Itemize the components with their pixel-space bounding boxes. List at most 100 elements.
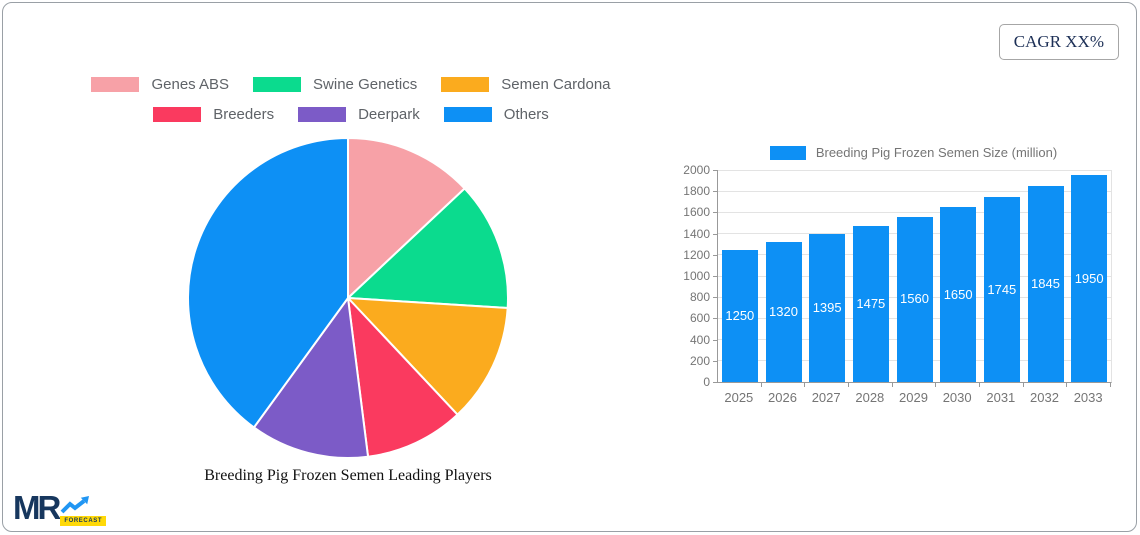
x-tick-label: 2027 — [811, 390, 841, 405]
y-tick-mark — [713, 170, 717, 171]
x-tick-label: 2030 — [942, 390, 972, 405]
y-tick-label: 400 — [689, 332, 710, 347]
gridline — [718, 211, 1111, 213]
pie-slice-swine-genetics[interactable] — [347, 187, 509, 310]
logo-mr-text: MR — [13, 489, 61, 526]
legend-item-deerpark[interactable]: Deerpark — [298, 106, 420, 123]
x-tick-mark — [848, 383, 849, 387]
bar-2031[interactable]: 1745 — [983, 197, 1020, 382]
bar-2025[interactable]: 1250 — [721, 249, 758, 382]
y-tick-label: 1400 — [683, 226, 710, 241]
bar-2033[interactable]: 1950 — [1071, 175, 1108, 382]
y-tick-mark — [713, 276, 717, 277]
legend-label: Semen Cardona — [501, 76, 611, 93]
x-tick-mark — [935, 383, 937, 387]
legend-item-semen-cardona[interactable]: Semen Cardona — [441, 76, 611, 93]
pie-slice-genes-abs[interactable] — [347, 137, 466, 299]
x-tick-mark — [804, 383, 806, 387]
x-tick-mark — [979, 383, 980, 387]
pie-legend: Genes ABS Swine Genetics Semen Cardona Bre… — [21, 76, 681, 123]
pie-legend-row-2: Breeders Deerpark Others — [153, 106, 549, 123]
y-tick-mark — [713, 360, 717, 362]
legend-item-breeders[interactable]: Breeders — [153, 106, 274, 123]
x-tick-label: 2029 — [899, 390, 928, 405]
legend-item-swine-genetics[interactable]: Swine Genetics — [253, 76, 417, 93]
legend-item-others[interactable]: Others — [443, 106, 549, 123]
x-tick-label: 2031 — [986, 390, 1016, 405]
bar-2027[interactable]: 1395 — [809, 234, 846, 382]
legend-label: Genes ABS — [151, 76, 230, 93]
gridline — [718, 169, 1111, 171]
bar-value-label: 1845 — [1031, 276, 1060, 292]
y-tick-label: 800 — [689, 290, 710, 305]
growth-arrow-icon — [60, 496, 90, 514]
bar-value-label: 1475 — [856, 295, 886, 311]
logo-forecast-badge: FORECAST — [60, 516, 107, 526]
mr-forecast-logo[interactable]: MR FORECAST — [13, 489, 107, 526]
x-tick-label: 2028 — [855, 390, 885, 405]
y-tick-mark — [713, 297, 717, 299]
legend-item-genes-abs[interactable]: Genes ABS — [91, 76, 229, 93]
y-tick-label: 0 — [703, 375, 710, 389]
x-tick-mark — [760, 383, 762, 387]
y-tick-mark — [713, 382, 717, 383]
legend-swatch — [298, 107, 347, 122]
bar-value-label: 1250 — [725, 307, 755, 323]
bar-legend-label: Breeding Pig Frozen Semen Size (million) — [815, 145, 1058, 160]
cagr-badge[interactable]: CAGR XX% — [998, 24, 1119, 60]
bar-chart: Breeding Pig Frozen Semen Size (million)… — [668, 143, 1130, 411]
y-tick-label: 600 — [689, 311, 710, 326]
pie-slice-deerpark[interactable] — [252, 297, 370, 460]
y-tick-label: 1200 — [683, 247, 710, 262]
legend-label: Deerpark — [358, 106, 420, 123]
x-tick-label: 2025 — [724, 390, 754, 405]
bar-value-label: 1395 — [812, 300, 842, 316]
pie-legend-row-1: Genes ABS Swine Genetics Semen Cardona — [91, 76, 611, 93]
y-tick-mark — [713, 318, 717, 320]
bar-value-label: 1650 — [943, 286, 973, 302]
y-tick-label: 1600 — [683, 205, 710, 220]
bar-plot-area: 1250 1320 1395 1475 1560 1650 1745 1845 1950 — [717, 169, 1112, 383]
bar-value-label: 1745 — [987, 281, 1017, 297]
pie-slice-breeders[interactable] — [347, 297, 459, 458]
pie-chart-title: Breeding Pig Frozen Semen Leading Player… — [204, 467, 492, 484]
bar-2026[interactable]: 1320 — [765, 242, 802, 382]
x-tick-mark — [1110, 383, 1111, 387]
y-tick-mark — [713, 254, 717, 256]
bar-value-label: 1950 — [1074, 270, 1104, 286]
pie-slice-others[interactable] — [187, 137, 349, 429]
gridline — [718, 190, 1111, 192]
pie-chart — [186, 136, 510, 460]
legend-swatch — [153, 107, 202, 122]
x-tick-label: 2026 — [768, 390, 797, 405]
legend-swatch — [91, 77, 140, 92]
legend-label: Others — [503, 106, 549, 123]
bar-value-label: 1560 — [900, 291, 929, 307]
y-tick-label: 200 — [689, 353, 710, 368]
pie-chart-svg — [187, 137, 509, 460]
legend-label: Breeders — [213, 106, 275, 123]
x-tick-mark — [891, 383, 893, 387]
bar-legend-swatch — [769, 145, 806, 160]
bar-2030[interactable]: 1650 — [940, 207, 977, 382]
y-tick-mark — [713, 191, 717, 193]
x-tick-mark — [1022, 383, 1024, 387]
legend-label: Swine Genetics — [313, 76, 418, 93]
bar-value-label: 1320 — [769, 304, 798, 320]
pie-slice-semen-cardona[interactable] — [347, 297, 509, 416]
legend-swatch — [443, 107, 492, 122]
y-tick-mark — [713, 233, 717, 235]
y-tick-label: 1800 — [683, 184, 710, 199]
y-tick-label: 2000 — [683, 163, 710, 177]
x-tick-mark — [1066, 383, 1068, 387]
x-tick-label: 2032 — [1030, 390, 1059, 405]
y-tick-mark — [713, 339, 717, 341]
bar-2029[interactable]: 1560 — [896, 216, 933, 382]
y-tick-label: 1000 — [683, 269, 710, 283]
bar-2028[interactable]: 1475 — [852, 225, 889, 382]
legend-swatch — [253, 77, 302, 92]
bar-2032[interactable]: 1845 — [1027, 186, 1064, 382]
bar-legend-item[interactable]: Breeding Pig Frozen Semen Size (million) — [717, 145, 1110, 160]
x-tick-label: 2033 — [1073, 390, 1103, 405]
